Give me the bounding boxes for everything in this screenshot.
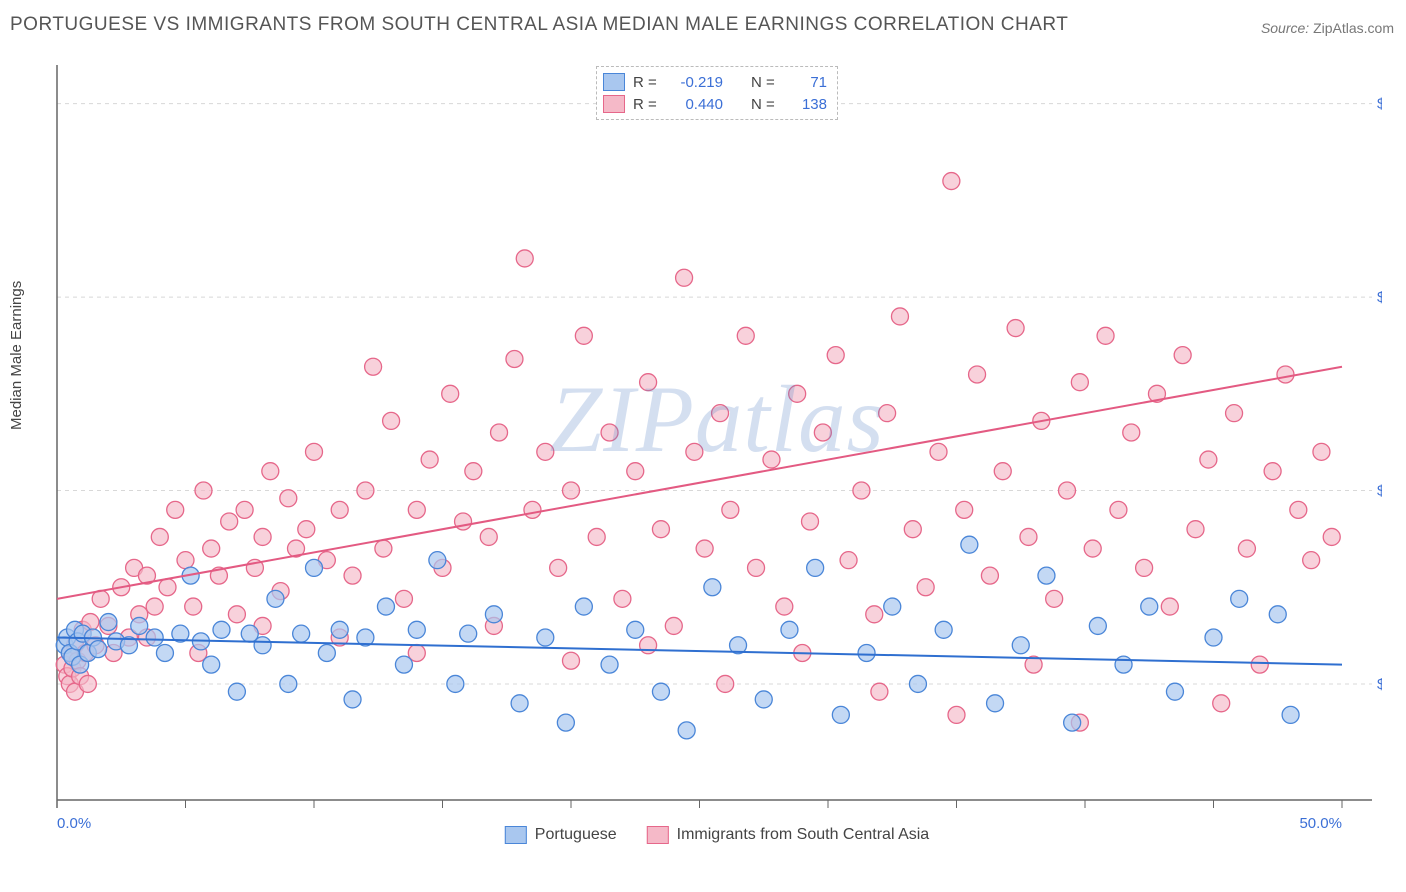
y-axis-label: Median Male Earnings	[8, 281, 25, 430]
source-attribution: Source: ZipAtlas.com	[1261, 20, 1394, 36]
n-value-b: 138	[787, 96, 827, 113]
legend-row-b: R = 0.440 N = 138	[603, 93, 827, 115]
scatter-plot: ZIPatlas $50,000$100,000$150,000$200,000…	[52, 60, 1382, 840]
y-tick-label: $50,000	[1377, 676, 1382, 693]
series-legend: Portuguese Immigrants from South Central…	[505, 826, 929, 844]
legend-item-b: Immigrants from South Central Asia	[647, 826, 930, 844]
r-value-a: -0.219	[669, 74, 723, 91]
y-tick-label: $100,000	[1377, 483, 1382, 500]
chart-title: PORTUGUESE VS IMMIGRANTS FROM SOUTH CENT…	[10, 14, 1068, 36]
y-tick-label: $200,000	[1377, 96, 1382, 113]
source-value: ZipAtlas.com	[1313, 20, 1394, 36]
swatch-a	[603, 73, 625, 91]
series-name-b: Immigrants from South Central Asia	[677, 826, 930, 844]
chart-svg: $50,000 $100,000 $150,000 $200,000 0.0% 50.0%	[52, 60, 1382, 840]
n-label: N =	[751, 74, 779, 91]
x-tick-label: 0.0%	[57, 815, 91, 832]
r-value-b: 0.440	[669, 96, 723, 113]
r-label: R =	[633, 96, 661, 113]
x-tick-label: 50.0%	[1299, 815, 1342, 832]
series-name-a: Portuguese	[535, 826, 617, 844]
legend-row-a: R = -0.219 N = 71	[603, 71, 827, 93]
swatch-b	[603, 95, 625, 113]
n-value-a: 71	[787, 74, 827, 91]
legend-item-a: Portuguese	[505, 826, 617, 844]
correlation-legend: R = -0.219 N = 71 R = 0.440 N = 138	[596, 66, 838, 120]
n-label: N =	[751, 96, 779, 113]
source-label: Source:	[1261, 20, 1309, 36]
y-tick-label: $150,000	[1377, 289, 1382, 306]
r-label: R =	[633, 74, 661, 91]
swatch-a	[505, 826, 527, 844]
swatch-b	[647, 826, 669, 844]
